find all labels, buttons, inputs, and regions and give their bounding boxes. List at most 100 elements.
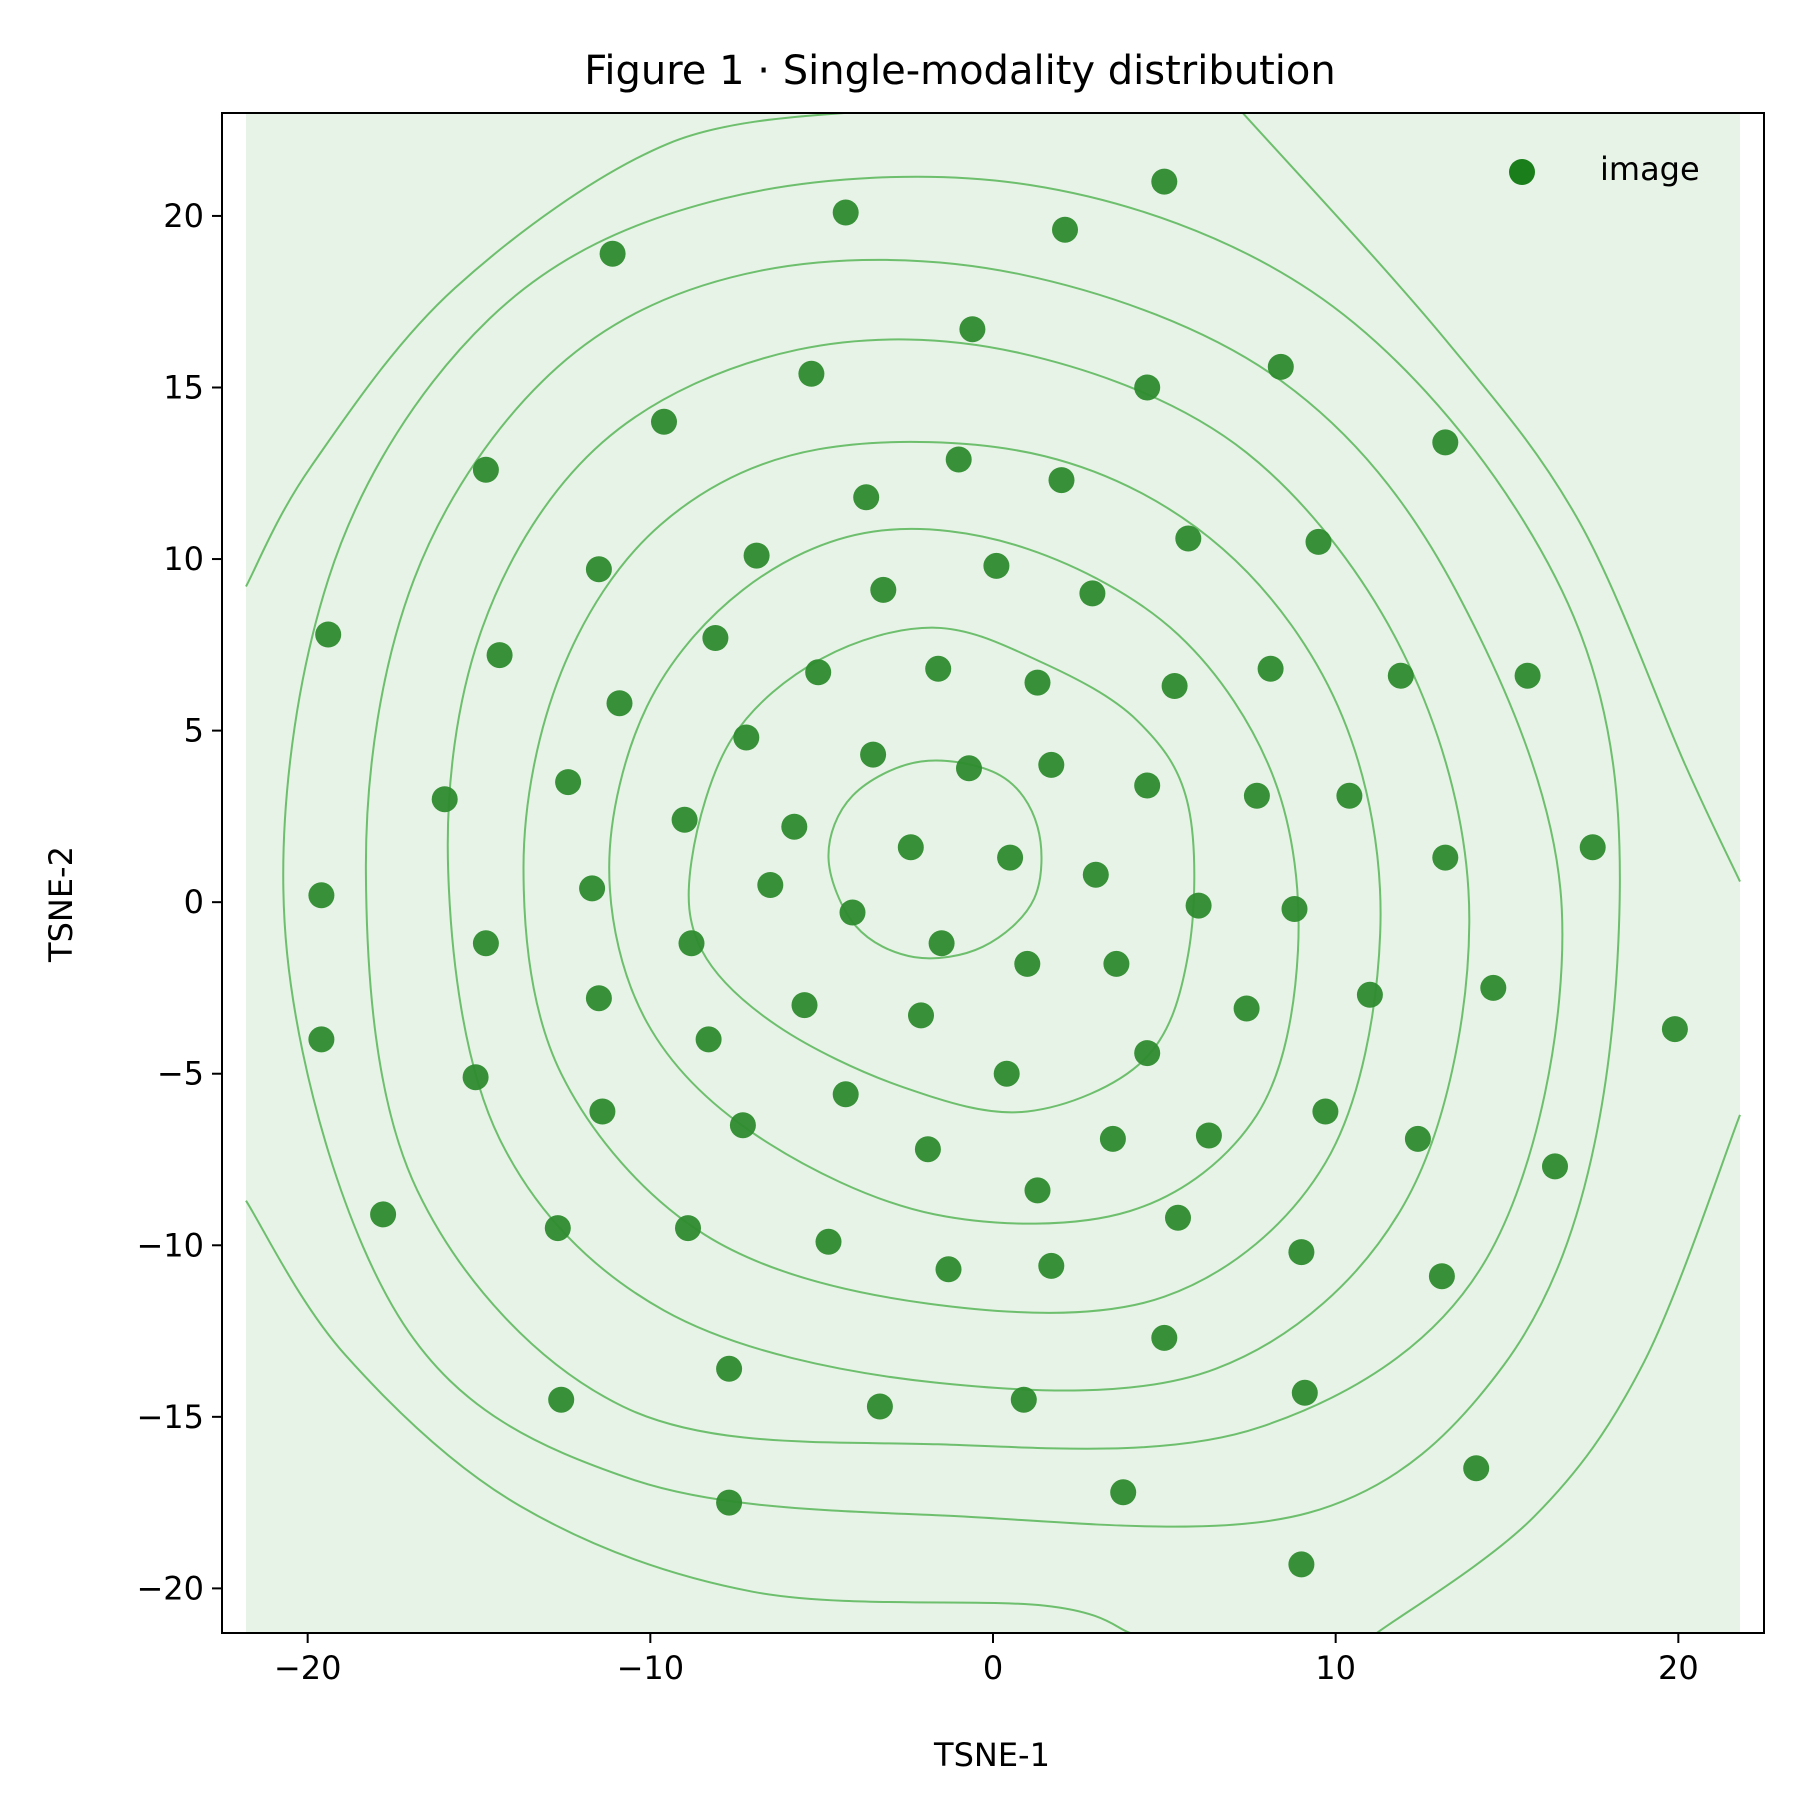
data-point — [1480, 974, 1507, 1001]
data-point — [1463, 1455, 1490, 1482]
data-point — [1661, 1016, 1688, 1043]
x-tick-label: −20 — [274, 1649, 342, 1687]
data-point — [431, 786, 458, 813]
data-point — [1134, 1040, 1161, 1067]
data-point — [462, 1064, 489, 1091]
data-point — [585, 985, 612, 1012]
data-point — [1281, 896, 1308, 922]
data-point — [743, 542, 770, 569]
data-point — [1291, 1379, 1318, 1406]
plot-area: −20 −10 0 10 20 −20 −15 −10 −5 0 5 10 15 20 — [136, 112, 1765, 1687]
data-point — [1052, 216, 1078, 243]
data-point — [486, 642, 513, 669]
data-point — [472, 456, 499, 483]
data-point — [1288, 1551, 1315, 1578]
data-point — [928, 930, 955, 957]
data-point — [1024, 669, 1051, 696]
data-point — [1038, 751, 1065, 778]
data-point — [866, 1393, 893, 1420]
data-point — [472, 930, 499, 957]
contour-line-4 — [522, 440, 1382, 1314]
data-point — [1428, 1263, 1455, 1290]
contour-line-10 — [245, 1200, 1131, 1633]
x-tick-label: 0 — [983, 1649, 1003, 1687]
data-point — [315, 621, 342, 648]
y-tick-label: −20 — [136, 1569, 204, 1607]
data-point — [1151, 168, 1178, 195]
data-point — [308, 882, 335, 909]
data-point — [815, 1228, 842, 1255]
data-point — [1579, 834, 1606, 861]
data-point — [579, 875, 606, 902]
data-point — [1233, 995, 1260, 1022]
y-tick-label: 10 — [163, 540, 204, 578]
data-point — [897, 834, 924, 861]
contour-line-6 — [364, 258, 1564, 1450]
y-tick-label: 20 — [163, 197, 204, 235]
data-point — [599, 240, 626, 267]
data-point — [993, 1060, 1020, 1087]
data-point — [702, 625, 729, 651]
data-point — [1014, 950, 1041, 977]
data-point — [798, 360, 825, 387]
data-point — [695, 1026, 722, 1053]
y-axis-label: TSNE-2 — [42, 846, 80, 963]
data-point — [781, 813, 808, 840]
data-point — [1082, 861, 1109, 888]
legend-label-image: image — [1600, 150, 1700, 188]
y-tick-label: 15 — [163, 368, 204, 406]
data-point — [1024, 1177, 1051, 1204]
data-point — [1038, 1252, 1065, 1279]
legend: image — [1509, 150, 1700, 188]
contour-line-8 — [245, 113, 858, 587]
data-point — [544, 1215, 571, 1242]
contour-line-5 — [446, 338, 1471, 1392]
data-point — [1161, 673, 1188, 699]
y-tick-label: 0 — [184, 883, 204, 921]
data-point — [671, 806, 698, 833]
contour-line-3 — [608, 527, 1300, 1225]
data-point — [1243, 782, 1270, 809]
data-point — [1432, 844, 1459, 871]
data-point — [606, 690, 633, 717]
data-point — [945, 446, 972, 473]
data-point — [733, 724, 760, 751]
data-point — [555, 769, 582, 796]
data-point — [1288, 1239, 1315, 1266]
data-point — [805, 659, 832, 686]
x-tick-label: 10 — [1315, 1649, 1356, 1687]
data-point — [860, 741, 887, 768]
contour-line-9 — [1241, 113, 1741, 883]
data-point — [853, 484, 880, 511]
data-point — [959, 316, 986, 343]
data-point — [914, 1136, 941, 1163]
data-point — [997, 844, 1024, 871]
data-point — [1010, 1386, 1037, 1413]
data-point — [1387, 662, 1414, 689]
data-point — [1110, 1479, 1137, 1506]
x-tick-label: 20 — [1658, 1649, 1699, 1687]
data-point — [548, 1386, 575, 1413]
data-point — [832, 199, 859, 226]
data-point — [370, 1201, 397, 1228]
data-point — [1048, 467, 1075, 494]
data-point — [1099, 1125, 1126, 1152]
data-point — [716, 1489, 743, 1516]
data-point — [651, 408, 677, 435]
contour-line-11 — [1376, 1114, 1741, 1633]
data-point — [1165, 1204, 1191, 1231]
data-point — [791, 992, 818, 1019]
data-point — [1356, 981, 1383, 1008]
data-point — [1267, 353, 1294, 380]
data-point — [839, 899, 866, 926]
data-point — [1432, 429, 1459, 456]
data-point — [1195, 1122, 1222, 1149]
data-point — [935, 1256, 962, 1283]
y-tick-label: −10 — [136, 1226, 204, 1264]
data-point — [1103, 950, 1130, 977]
data-point — [675, 1215, 701, 1242]
data-point — [1175, 525, 1202, 552]
data-point — [1134, 772, 1161, 799]
